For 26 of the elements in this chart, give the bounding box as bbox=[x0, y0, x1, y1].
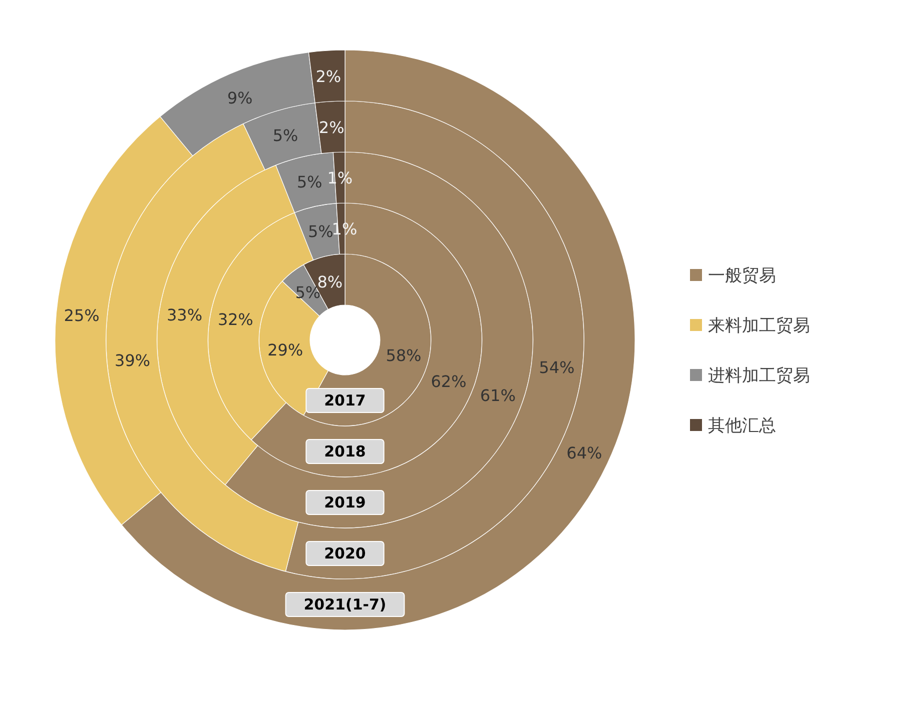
data-label: 5% bbox=[308, 222, 334, 242]
data-label: 64% bbox=[566, 444, 602, 463]
text: 2019 bbox=[324, 494, 366, 512]
data-label: 39% bbox=[114, 351, 150, 370]
text: 2018 bbox=[324, 442, 366, 460]
text: 2020 bbox=[324, 544, 366, 562]
data-label: 29% bbox=[267, 340, 304, 360]
data-label: 2% bbox=[318, 118, 344, 137]
data-label: 5% bbox=[296, 172, 322, 192]
data-label: 62% bbox=[430, 372, 466, 392]
data-label: 8% bbox=[317, 272, 343, 292]
data-label: 54% bbox=[539, 358, 575, 377]
data-label: 9% bbox=[227, 88, 253, 108]
data-label: 5% bbox=[272, 126, 298, 145]
data-label: 2% bbox=[316, 67, 342, 86]
data-label: 58% bbox=[386, 346, 422, 366]
legend-label: 一般贸易 bbox=[708, 266, 776, 286]
data-label: 32% bbox=[218, 310, 254, 330]
data-label: 25% bbox=[64, 306, 100, 326]
data-label: 33% bbox=[166, 306, 202, 325]
text: 2017 bbox=[324, 392, 366, 410]
legend-label: 来料加工贸易 bbox=[708, 316, 810, 336]
data-label: 61% bbox=[480, 386, 516, 406]
text: 2021(1-7) bbox=[304, 596, 386, 614]
legend-label: 进料加工贸易 bbox=[708, 366, 810, 386]
legend-label: 其他汇总 bbox=[708, 416, 776, 436]
